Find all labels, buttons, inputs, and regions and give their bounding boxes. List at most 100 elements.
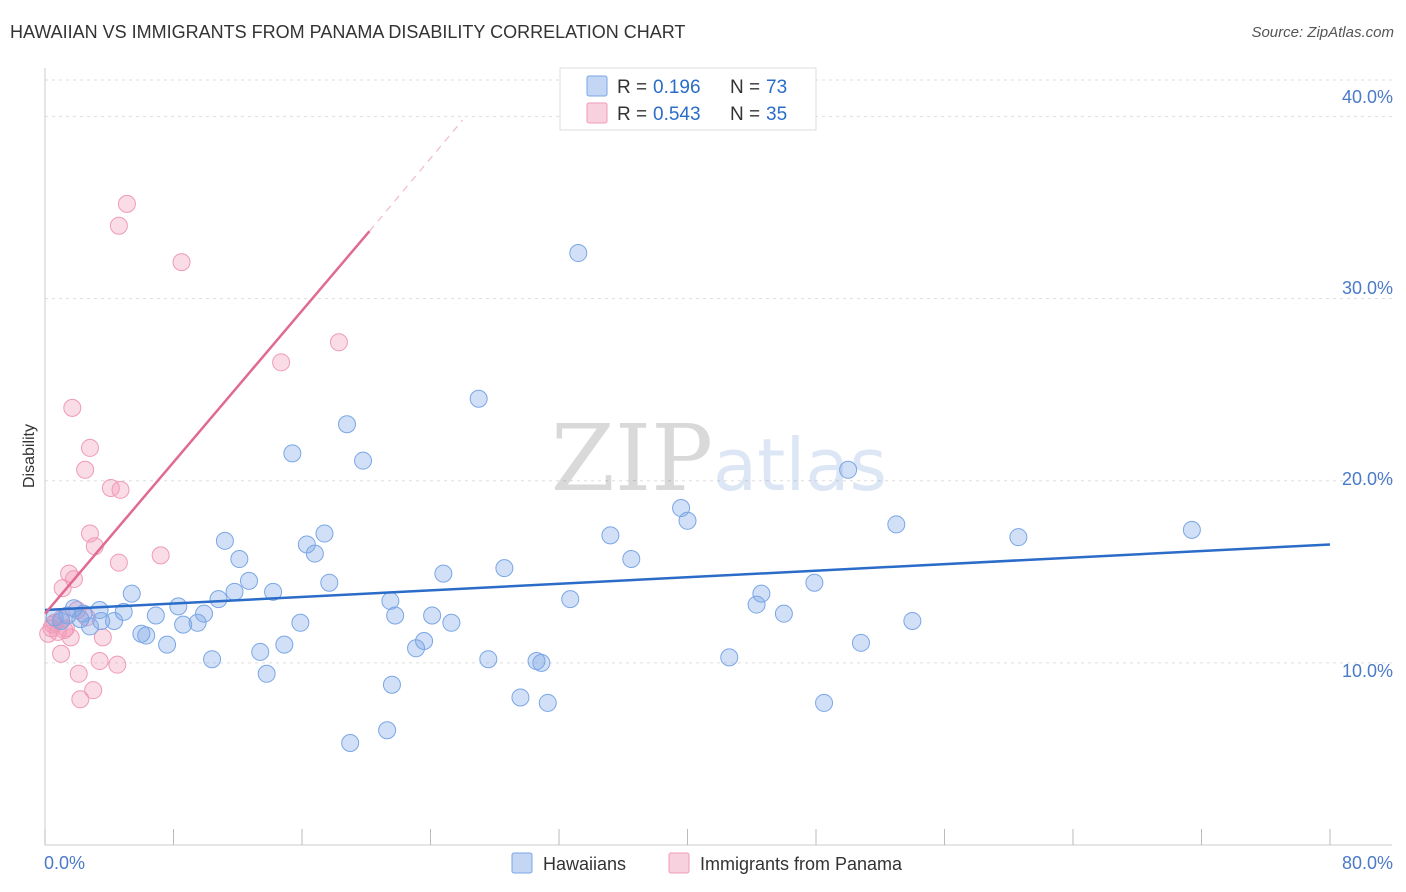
watermark: ZIP atlas	[551, 405, 887, 512]
data-point-hawaiians	[209, 590, 228, 609]
legend: R = 0.196 N = 73 R = 0.543 N = 35	[559, 67, 817, 131]
data-point-hawaiians	[423, 606, 442, 625]
bottom-legend-swatch-hawaiians	[511, 852, 533, 874]
data-point-hawaiians	[601, 526, 620, 545]
data-point-panama	[329, 333, 348, 352]
data-point-hawaiians	[1009, 528, 1028, 547]
data-point-panama	[108, 655, 127, 674]
source-label: Source: ZipAtlas.com	[1251, 24, 1394, 41]
data-point-hawaiians	[230, 550, 249, 569]
legend-swatch-panama	[586, 102, 608, 124]
data-point-hawaiians	[251, 642, 270, 661]
data-point-hawaiians	[561, 590, 580, 609]
bottom-legend-swatch-panama	[668, 852, 690, 874]
x-tick-label: 80.0%	[1342, 853, 1393, 873]
data-point-hawaiians	[114, 602, 133, 621]
data-point-panama	[117, 194, 136, 213]
y-tick-label: 20.0%	[1342, 469, 1393, 489]
data-point-hawaiians	[169, 597, 188, 616]
data-point-hawaiians	[538, 693, 557, 712]
y-tick-label: 30.0%	[1342, 278, 1393, 298]
data-point-hawaiians	[275, 635, 294, 654]
legend-n-label: N =	[730, 104, 760, 125]
trend-line-panama	[44, 230, 371, 615]
data-point-hawaiians	[90, 601, 109, 620]
data-point-panama	[63, 398, 82, 417]
data-point-hawaiians	[479, 650, 498, 669]
data-point-hawaiians	[378, 721, 397, 740]
trend-line-hawaiians	[44, 543, 1331, 612]
data-point-hawaiians	[622, 550, 641, 569]
data-point-hawaiians	[337, 415, 356, 434]
data-point-hawaiians	[291, 613, 310, 632]
legend-box	[559, 67, 817, 131]
legend-r-label: R =	[617, 104, 647, 125]
data-point-hawaiians	[720, 648, 739, 667]
y-tick-label: 10.0%	[1342, 661, 1393, 681]
data-point-hawaiians	[188, 613, 207, 632]
data-point-hawaiians	[434, 564, 453, 583]
data-point-hawaiians	[71, 610, 90, 629]
data-point-hawaiians	[341, 734, 360, 752]
data-point-panama	[90, 652, 109, 671]
data-point-hawaiians	[839, 460, 858, 479]
data-point-hawaiians	[532, 653, 551, 672]
bottom-legend-label: Hawaiians	[543, 854, 626, 874]
data-point-panama	[109, 216, 128, 235]
legend-r-label: R =	[617, 77, 647, 98]
data-point-hawaiians	[257, 664, 276, 683]
data-point-panama	[111, 480, 130, 499]
data-point-panama	[76, 460, 95, 479]
data-point-panama	[80, 438, 99, 457]
data-point-panama	[71, 690, 90, 709]
data-point-hawaiians	[137, 626, 156, 645]
data-point-hawaiians	[305, 544, 324, 563]
data-point-hawaiians	[415, 632, 434, 650]
x-tick-label: 0.0%	[44, 853, 85, 873]
data-point-panama	[109, 553, 128, 572]
data-point-hawaiians	[815, 693, 834, 712]
data-point-hawaiians	[105, 611, 124, 630]
data-point-hawaiians	[569, 244, 588, 263]
legend-swatch-hawaiians	[586, 75, 608, 97]
data-point-hawaiians	[774, 604, 793, 623]
data-point-panama	[52, 644, 71, 663]
data-point-hawaiians	[283, 444, 302, 463]
bottom-legend: Hawaiians Immigrants from Panama	[511, 852, 903, 874]
data-point-hawaiians	[903, 611, 922, 630]
watermark-zip: ZIP	[551, 405, 713, 512]
data-point-panama	[151, 546, 170, 565]
data-point-panama	[69, 664, 88, 683]
chart-title: HAWAIIAN VS IMMIGRANTS FROM PANAMA DISAB…	[10, 22, 686, 42]
legend-n-label: N =	[730, 77, 760, 98]
data-point-hawaiians	[225, 582, 244, 601]
data-point-hawaiians	[320, 573, 339, 592]
legend-n-value: 73	[766, 77, 787, 98]
data-point-hawaiians	[146, 606, 165, 625]
trend-line-panama-extension	[369, 119, 464, 232]
data-point-hawaiians	[1182, 520, 1201, 539]
data-point-hawaiians	[887, 515, 906, 534]
data-point-hawaiians	[805, 573, 824, 592]
data-point-panama	[84, 681, 103, 700]
legend-n-value: 35	[766, 104, 787, 125]
watermark-atlas: atlas	[713, 423, 887, 507]
data-point-hawaiians	[315, 524, 334, 543]
bottom-legend-label: Immigrants from Panama	[700, 854, 903, 874]
data-point-hawaiians	[239, 571, 258, 590]
data-point-panama	[172, 253, 191, 272]
data-point-hawaiians	[752, 584, 771, 603]
data-point-panama	[61, 628, 80, 647]
data-point-hawaiians	[354, 451, 373, 470]
data-point-hawaiians	[442, 613, 461, 632]
data-point-hawaiians	[511, 688, 530, 707]
legend-r-value: 0.196	[653, 77, 701, 98]
y-axis-label: Disability	[21, 424, 38, 488]
data-point-hawaiians	[215, 531, 234, 550]
trend-lines	[44, 119, 1331, 615]
data-point-hawaiians	[469, 389, 488, 408]
data-point-hawaiians	[678, 511, 697, 530]
data-point-hawaiians	[495, 559, 514, 578]
data-point-hawaiians	[747, 595, 766, 614]
